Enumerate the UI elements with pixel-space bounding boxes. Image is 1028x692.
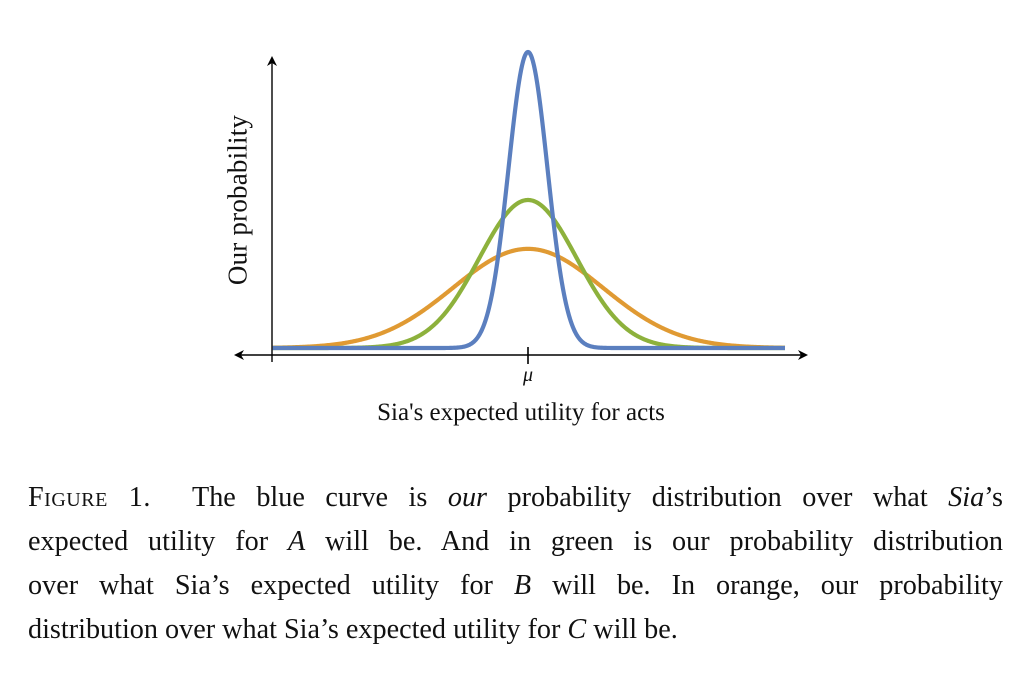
caption-line-3: over what Sia’s expected utility for B w…: [28, 570, 1003, 601]
y-axis-label: Our probability: [222, 114, 253, 286]
figure: Our probability μ Sia's expected utility…: [222, 49, 808, 426]
curve-c-orange: [270, 246, 787, 350]
figure-label: Figure 1.: [28, 482, 151, 513]
curve-b-green: [270, 197, 787, 351]
distribution-plot: [234, 49, 808, 364]
caption-line-2: expected utility for A will be. And in g…: [28, 526, 1004, 557]
x-axis-label: Sia's expected utility for acts: [377, 399, 665, 426]
figure-caption: Figure 1. The blue curve is our probabil…: [28, 476, 1003, 652]
curve-a-blue: [270, 49, 787, 351]
x-tick-label-mu: μ: [522, 364, 534, 386]
caption-line-1: Figure 1. The blue curve is our probabil…: [28, 482, 1004, 513]
caption-line-4: distribution over what Sia’s expected ut…: [28, 614, 678, 645]
